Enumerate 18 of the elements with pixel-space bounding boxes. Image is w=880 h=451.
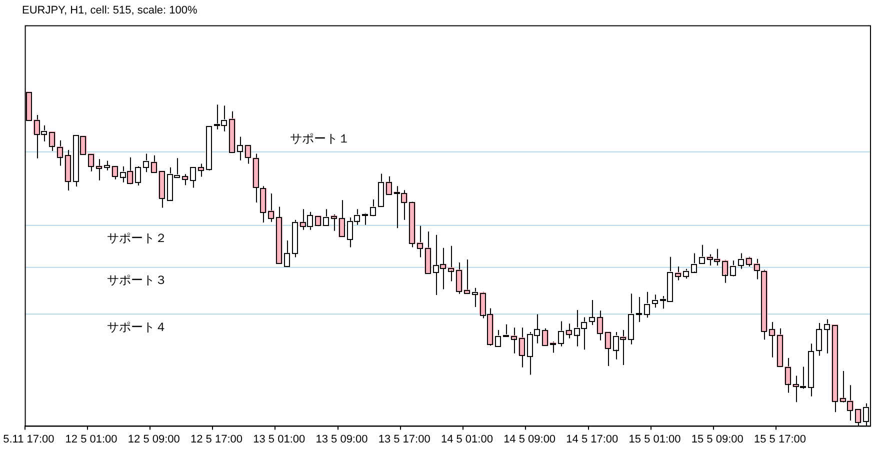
x-tick-label: 13 5 01:00 <box>253 433 306 446</box>
x-tick-label: 15 5 01:00 <box>628 433 681 446</box>
x-tick-label: 15 5 09:00 <box>691 433 744 446</box>
chart-title: EURJPY, H1, cell: 515, scale: 100% <box>22 4 198 17</box>
x-tick-label: 14 5 17:00 <box>566 433 618 446</box>
x-tick-label: 12 5 01:00 <box>65 433 118 446</box>
ref-line-label: サポート４ <box>106 320 167 334</box>
x-tick-label: 13 5 09:00 <box>316 433 368 446</box>
x-tick-label: 12 5 17:00 <box>190 433 243 446</box>
x-tick-label: 12 5 09:00 <box>128 433 180 446</box>
ref-line-label: サポート３ <box>106 273 167 288</box>
x-tick-label: 14 5 01:00 <box>440 433 493 446</box>
x-tick-label: 15 5 17:00 <box>754 433 806 446</box>
ref-line-label: サポート２ <box>106 231 167 246</box>
x-tick-label: 14 5 09:00 <box>504 433 556 446</box>
x-tick-label: 13 5 17:00 <box>378 433 430 446</box>
x-tick-label: 5.11 17:00 <box>3 433 54 446</box>
ref-line-label: サポート１ <box>290 132 350 146</box>
